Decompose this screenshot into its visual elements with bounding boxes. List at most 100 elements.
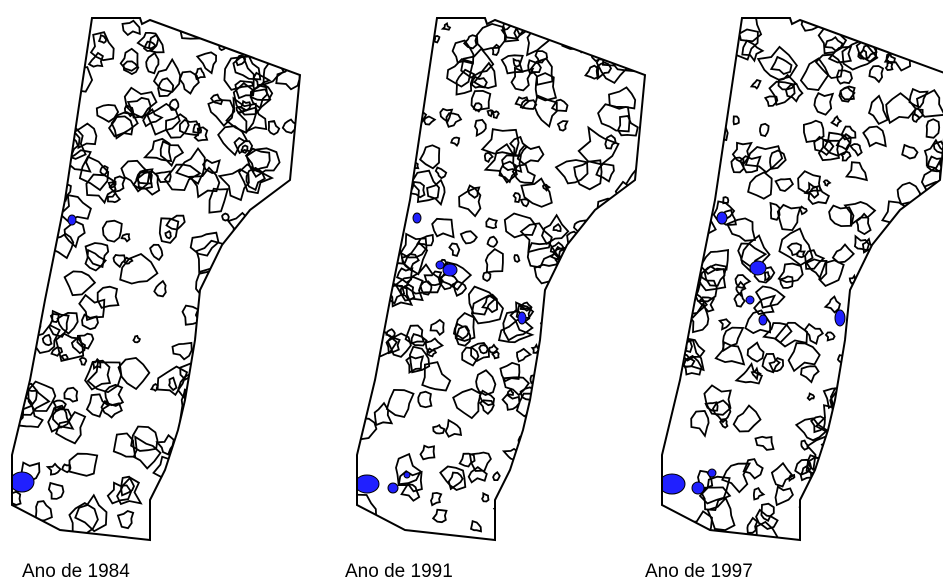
patch-boundary <box>569 381 600 409</box>
patch-boundary <box>531 497 555 515</box>
patch-boundary <box>848 416 857 425</box>
patch-boundary <box>188 393 214 419</box>
patch-boundary <box>922 29 934 40</box>
patch-boundary <box>723 328 743 351</box>
patch-boundary <box>574 383 583 390</box>
patch-boundary <box>893 446 904 462</box>
patch-boundary <box>851 144 862 155</box>
patch-boundary <box>814 93 832 115</box>
patch-boundary <box>280 262 289 269</box>
patch-boundary <box>516 497 545 529</box>
patch-boundary <box>900 355 908 362</box>
water-patch <box>436 261 444 269</box>
patch-boundary <box>258 361 279 380</box>
patch-boundary <box>886 93 916 123</box>
patch-boundary <box>920 219 927 224</box>
patch-boundary <box>368 205 388 227</box>
patch-boundary <box>565 369 599 388</box>
patch-boundary <box>872 414 878 419</box>
patch-boundary <box>250 297 256 303</box>
patch-boundary <box>263 388 286 413</box>
patch-boundary <box>151 384 157 391</box>
patch-boundary <box>779 229 812 266</box>
patch-boundary <box>548 521 558 529</box>
patch-boundary <box>514 59 520 66</box>
patch-boundary <box>348 336 376 361</box>
patch-boundary <box>907 303 928 334</box>
patch-boundary <box>667 222 683 235</box>
patch-boundary <box>893 381 913 405</box>
patch-boundary <box>493 472 500 480</box>
patch-boundary <box>862 328 881 349</box>
patch-boundary <box>502 522 529 546</box>
water-patch <box>708 469 716 477</box>
patch-boundary <box>433 425 444 433</box>
patch-boundary <box>833 245 854 263</box>
patch-boundary <box>536 473 561 498</box>
patch-boundary <box>734 406 761 432</box>
patch-boundary <box>904 420 922 438</box>
patch-boundary <box>877 515 903 548</box>
patch-boundary <box>939 223 943 236</box>
map-caption: Ano de 1997 <box>645 561 753 582</box>
patch-boundary <box>119 358 150 389</box>
patch-boundary <box>720 319 731 329</box>
patch-boundary <box>238 248 246 256</box>
patch-boundary <box>574 342 588 353</box>
patch-boundary <box>882 300 913 327</box>
patch-boundary <box>422 362 450 390</box>
water-patch <box>518 312 526 324</box>
patch-boundary <box>368 174 397 199</box>
patch-boundary <box>529 428 541 441</box>
patch-boundary <box>565 311 578 323</box>
patch-boundary <box>80 358 86 365</box>
patch-boundary <box>869 66 883 82</box>
patch-boundary <box>212 323 243 353</box>
patch-boundary <box>276 52 287 63</box>
patch-boundary <box>607 344 632 365</box>
patch-boundary <box>443 24 450 30</box>
patch-boundary <box>108 193 120 202</box>
patch-boundary <box>433 510 446 523</box>
patch-boundary <box>209 189 227 213</box>
patch-boundary <box>928 391 942 404</box>
patch-boundary <box>673 19 684 30</box>
water-patch <box>443 264 457 276</box>
patch-boundary <box>254 296 283 325</box>
patch-boundary <box>886 63 893 71</box>
patch-boundary <box>150 245 162 260</box>
patch-boundary <box>271 393 290 411</box>
patch-boundary <box>869 247 900 277</box>
water-patch <box>746 296 754 304</box>
patch-boundary <box>49 234 73 258</box>
patch-boundary <box>691 411 708 436</box>
patch-boundary <box>222 214 229 221</box>
patch-boundary <box>43 74 58 89</box>
patch-boundary <box>577 308 599 333</box>
patch-boundary <box>771 57 791 74</box>
patch-boundary <box>431 493 441 505</box>
patch-boundary <box>849 324 862 340</box>
patch-boundary <box>65 271 95 295</box>
patch-boundary <box>477 24 506 50</box>
patch-boundary <box>580 33 592 45</box>
patch-boundary <box>619 388 647 414</box>
patch-boundary <box>653 182 676 210</box>
patch-boundary <box>555 505 563 514</box>
patch-boundary <box>831 458 855 484</box>
patch-boundary <box>399 128 413 141</box>
patch-boundary <box>217 454 228 470</box>
patch-boundary <box>32 126 51 147</box>
patch-boundary <box>678 285 689 297</box>
map-panel <box>348 11 652 546</box>
patch-boundary <box>920 380 943 401</box>
patch-boundary <box>364 249 385 272</box>
patch-boundary <box>855 318 877 340</box>
patch-boundary <box>618 116 638 136</box>
land-cover-lines <box>8 6 304 543</box>
patch-boundary <box>596 438 618 458</box>
water-patch <box>413 213 421 223</box>
patch-boundary <box>829 431 844 446</box>
patch-boundary <box>788 243 801 255</box>
patch-boundary <box>825 297 840 313</box>
